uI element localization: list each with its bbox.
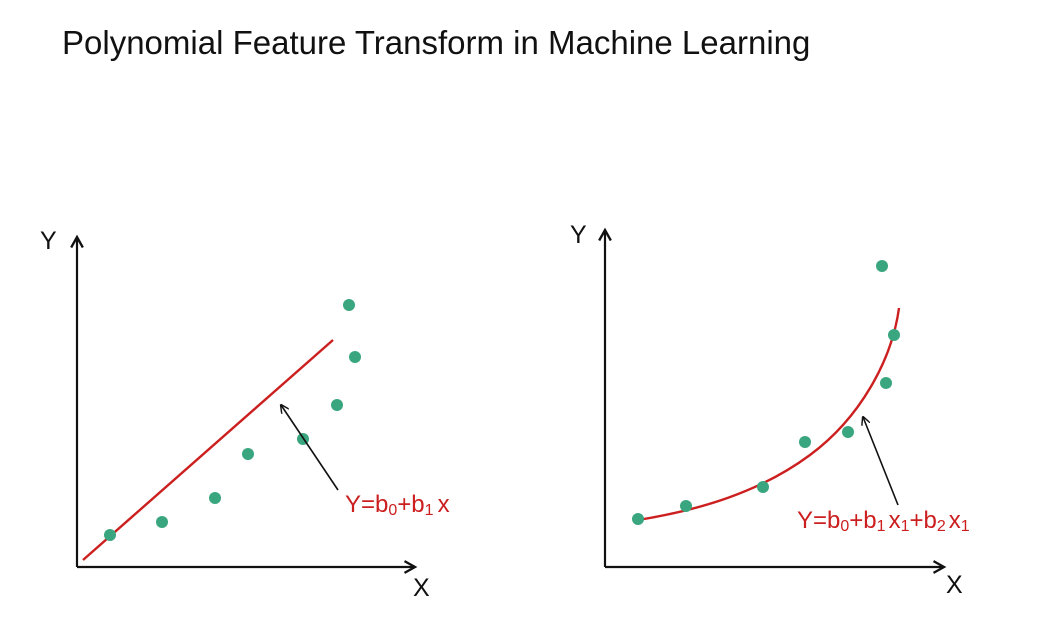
data-point <box>156 516 168 528</box>
data-point <box>876 260 888 272</box>
data-point <box>888 329 900 341</box>
left-panel: Y X Y=b0+b1 x <box>40 227 450 602</box>
right-callout-arrow <box>863 417 899 506</box>
left-callout-arrow <box>281 405 339 491</box>
data-point <box>349 351 361 363</box>
left-data-points <box>104 299 361 541</box>
data-point <box>104 529 116 541</box>
data-point <box>343 299 355 311</box>
data-point <box>799 436 811 448</box>
right-data-points <box>632 260 900 525</box>
data-point <box>680 500 692 512</box>
page-title: Polynomial Feature Transform in Machine … <box>62 24 811 61</box>
data-point <box>209 492 221 504</box>
right-y-axis-label: Y <box>570 221 587 249</box>
right-panel: Y X Y=b0+b1 x1+b2 x1 <box>570 221 970 599</box>
left-equation: Y=b0+b1 x <box>345 491 450 519</box>
data-point <box>242 448 254 460</box>
left-y-axis-label: Y <box>40 227 57 255</box>
data-point <box>632 513 644 525</box>
right-equation: Y=b0+b1 x1+b2 x1 <box>797 507 970 535</box>
right-x-axis-label: X <box>946 571 963 599</box>
left-linear-fit-line <box>82 339 334 561</box>
data-point <box>880 377 892 389</box>
data-point <box>757 481 769 493</box>
left-x-axis-label: X <box>413 574 430 602</box>
data-point <box>842 426 854 438</box>
right-polynomial-fit-curve <box>637 307 901 522</box>
data-point <box>331 399 343 411</box>
